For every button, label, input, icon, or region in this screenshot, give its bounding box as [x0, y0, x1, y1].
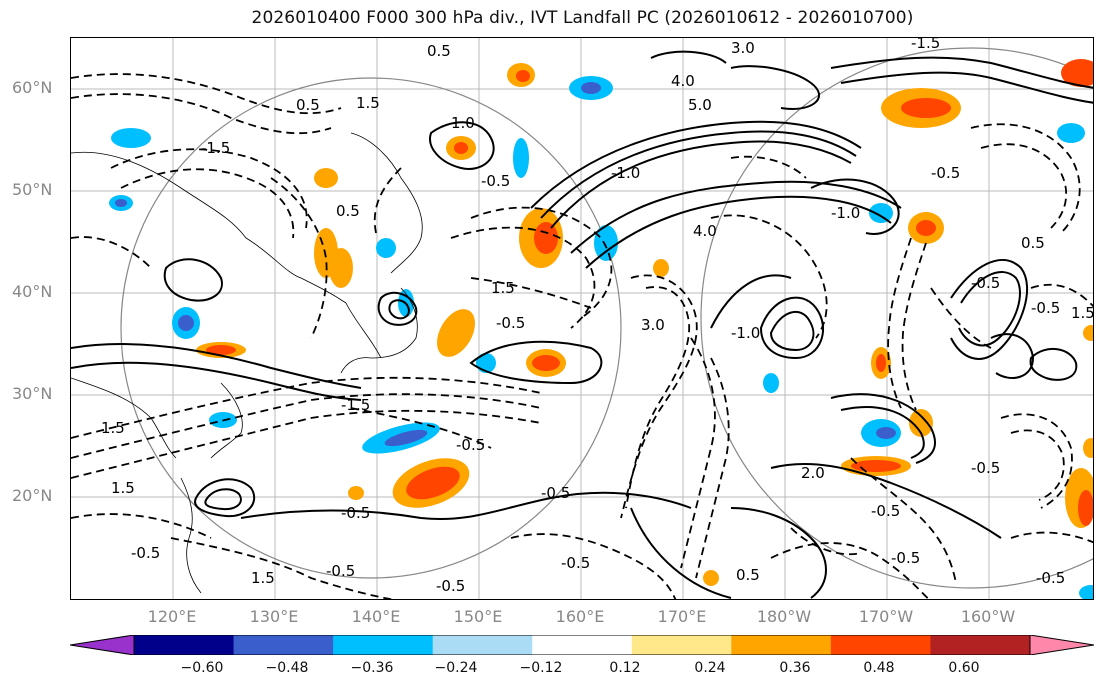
colorbar-segments — [70, 635, 1094, 655]
colorbar-border — [133, 635, 1031, 655]
lon-label-160w: 160°W — [960, 607, 1016, 626]
range-circle-east — [700, 47, 1093, 589]
lon-label-160e: 160°E — [555, 607, 605, 626]
positive-contours — [71, 50, 1093, 599]
contour-label: 0.5 — [296, 96, 320, 114]
colorbar-segment — [930, 635, 1031, 655]
colorbar-tick: −0.36 — [350, 660, 394, 676]
lat-label-30: 30°N — [12, 384, 53, 403]
colorbar-segment — [333, 635, 434, 655]
colorbar-segment — [532, 635, 633, 655]
contour-label: -0.5 — [341, 504, 370, 522]
contour-label: 0.5 — [427, 42, 451, 60]
contour-label: 1.5 — [251, 569, 275, 587]
lon-label-140e: 140°E — [351, 607, 401, 626]
contour-label: 1.5 — [101, 419, 125, 437]
map-panel: 0.5 3.0 4.0 5.0 -1.5 0.5 1.5 -1.5 1.0 -0… — [70, 37, 1094, 600]
chart-title: 2026010400 F000 300 hPa div., IVT Landfa… — [251, 8, 914, 28]
lon-label-170e: 170°E — [657, 607, 707, 626]
contour-label: 4.0 — [693, 222, 717, 240]
contour-label: -1.0 — [731, 324, 760, 342]
colorbar-segment — [830, 635, 931, 655]
contour-label: 0.5 — [736, 566, 760, 584]
contour-label: -0.5 — [871, 502, 900, 520]
colorbar-extend-high — [1029, 635, 1094, 655]
contour-label: 1.5 — [491, 279, 515, 297]
coastlines — [71, 132, 423, 594]
colorbar-tick: 0.36 — [779, 660, 811, 676]
lon-label-170w: 170°W — [858, 607, 914, 626]
lat-label-40: 40°N — [12, 282, 53, 301]
colorbar-segment — [731, 635, 832, 655]
contour-label: -0.5 — [496, 314, 525, 332]
negative-contours — [71, 73, 1093, 599]
colorbar-tick: 0.60 — [948, 660, 980, 676]
contour-label: -1.0 — [611, 164, 640, 182]
colorbar-tick: −0.12 — [519, 660, 563, 676]
colorbar-segment — [134, 635, 235, 655]
colorbar-tick: −0.24 — [434, 660, 478, 676]
contour-label: -0.5 — [891, 549, 920, 567]
colorbar-segment — [432, 635, 533, 655]
map-canvas: 0.5 3.0 4.0 5.0 -1.5 0.5 1.5 -1.5 1.0 -0… — [71, 38, 1094, 599]
lat-label-50: 50°N — [12, 180, 53, 199]
range-circle-west — [120, 77, 622, 579]
contour-label: -1.5 — [911, 38, 940, 52]
colorbar-tick: −0.48 — [265, 660, 309, 676]
contour-label: -0.5 — [481, 172, 510, 190]
contour-label: -0.5 — [436, 577, 465, 595]
lon-label-130e: 130°E — [249, 607, 299, 626]
lon-label-150e: 150°E — [453, 607, 503, 626]
contour-label: -0.5 — [1036, 569, 1065, 587]
contour-label: -0.5 — [561, 554, 590, 572]
lat-label-60: 60°N — [12, 78, 53, 97]
contour-label: 1.5 — [1071, 304, 1094, 322]
colorbar-extend-low — [70, 635, 135, 655]
contour-label: -0.5 — [456, 436, 485, 454]
contour-label: -0.5 — [931, 164, 960, 182]
contour-label: -0.5 — [971, 274, 1000, 292]
colorbar-segment — [631, 635, 732, 655]
contour-label: 3.0 — [731, 39, 755, 57]
lat-label-20: 20°N — [12, 486, 53, 505]
colorbar-tick: 0.24 — [694, 660, 726, 676]
contour-label: 1.5 — [111, 479, 135, 497]
contour-label: -1.0 — [831, 204, 860, 222]
contour-label: -0.5 — [1031, 299, 1060, 317]
contour-label: -0.5 — [131, 544, 160, 562]
colorbar-tick: −0.60 — [180, 660, 224, 676]
contour-label: 4.0 — [671, 72, 695, 90]
lon-label-120e: 120°E — [147, 607, 197, 626]
contour-label: -1.5 — [341, 396, 370, 414]
colorbar-tick: 0.48 — [863, 660, 895, 676]
contour-label: 0.5 — [336, 202, 360, 220]
contour-label: 1.5 — [356, 94, 380, 112]
contour-label: 2.0 — [801, 464, 825, 482]
colorbar-tick: 0.12 — [609, 660, 641, 676]
contour-labels: 0.5 3.0 4.0 5.0 -1.5 0.5 1.5 -1.5 1.0 -0… — [101, 38, 1094, 595]
lon-label-180w: 180°W — [756, 607, 812, 626]
contour-label: -0.5 — [971, 459, 1000, 477]
contour-label: 5.0 — [688, 96, 712, 114]
contour-label: 3.0 — [641, 316, 665, 334]
contour-label: 1.0 — [451, 114, 475, 132]
contour-label: -0.5 — [541, 484, 570, 502]
colorbar-segment — [233, 635, 334, 655]
contour-label: 0.5 — [1021, 234, 1045, 252]
contour-label: -0.5 — [326, 562, 355, 580]
colorbar — [70, 635, 1094, 655]
divergence-fill — [109, 59, 1093, 599]
contour-label: -1.5 — [201, 139, 230, 157]
